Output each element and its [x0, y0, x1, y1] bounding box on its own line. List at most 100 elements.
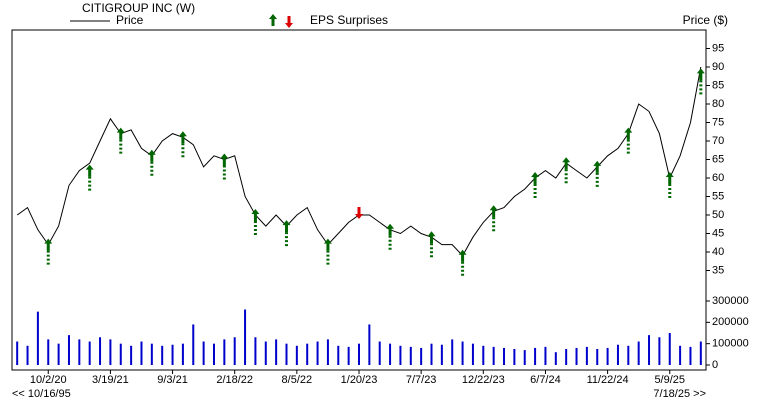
y-tick-label: 60: [712, 172, 724, 184]
eps-up-arrow: [116, 127, 125, 140]
volume-bar: [440, 344, 443, 365]
y-tick-label: 65: [712, 153, 724, 165]
x-tick-label: 9/3/21: [157, 374, 188, 386]
eps-up-arrow: [178, 131, 187, 144]
volume-bar: [16, 341, 19, 365]
volume-bar: [482, 345, 485, 365]
volume-bar: [192, 324, 195, 365]
y2-tick-label: 100000: [712, 338, 749, 350]
volume-bar: [202, 341, 205, 365]
volume-bar: [451, 339, 454, 365]
volume-bar: [57, 343, 60, 365]
legend-label: Price: [116, 13, 144, 27]
volume-bar: [181, 343, 184, 365]
volume-bar: [140, 341, 143, 365]
eps-up-arrow: [386, 223, 395, 236]
eps-up-arrow: [531, 172, 540, 184]
volume-bar: [606, 347, 609, 365]
eps-up-arrow: [427, 231, 436, 244]
volume-bar: [637, 341, 640, 365]
volume-bar: [119, 343, 122, 365]
volume-bar: [212, 343, 215, 365]
y-tick-label: 70: [712, 135, 724, 147]
x-tick-label: 8/5/22: [282, 374, 313, 386]
volume-bar: [523, 350, 526, 365]
volume-bar: [67, 335, 70, 365]
volume-bar: [627, 345, 630, 365]
eps-down-arrow: [355, 207, 363, 219]
volume-bar: [109, 339, 112, 365]
volume-bar: [171, 344, 174, 365]
volume-bar: [347, 346, 350, 365]
volume-bar: [596, 349, 599, 365]
y-tick-label: 45: [712, 227, 724, 239]
volume-bar: [275, 339, 278, 365]
volume-bar: [378, 341, 381, 365]
volume-bar: [223, 339, 226, 365]
volume-bar: [254, 337, 257, 365]
y-tick-label: 50: [712, 209, 724, 221]
volume-bar: [658, 337, 661, 365]
y-tick-label: 85: [712, 79, 724, 91]
axis-label: Price ($): [683, 13, 728, 27]
volume-bar: [399, 345, 402, 365]
y-tick-label: 55: [712, 190, 724, 202]
y-tick-label: 35: [712, 264, 724, 276]
eps-up-arrow: [458, 249, 467, 262]
volume-bar: [689, 346, 692, 365]
volume-bar: [668, 333, 671, 365]
eps-up-arrow: [665, 172, 674, 184]
volume-bar: [295, 345, 298, 365]
eps-up-arrow: [624, 127, 633, 140]
volume-bar: [88, 341, 91, 365]
volume-bar: [47, 339, 50, 365]
y-tick-label: 90: [712, 61, 724, 73]
eps-up-arrow: [489, 205, 498, 218]
eps-up-arrow: [85, 164, 94, 177]
x-tick-label: 7/7/23: [406, 374, 437, 386]
volume-bar: [565, 349, 568, 365]
eps-up-arrow: [220, 153, 229, 166]
volume-bar: [648, 335, 651, 365]
volume-bar: [513, 349, 516, 365]
volume-bar: [420, 347, 423, 365]
chart-title: CITIGROUP INC (W): [82, 1, 195, 15]
volume-bar: [306, 343, 309, 365]
x-tick-label: 2/18/22: [216, 374, 253, 386]
eps-up-arrow: [44, 238, 53, 251]
y-tick-label: 75: [712, 116, 724, 128]
volume-bar: [368, 324, 371, 365]
y-tick-label: 80: [712, 98, 724, 110]
legend-label: EPS Surprises: [310, 13, 388, 27]
eps-up-arrow: [147, 149, 156, 162]
volume-bar: [430, 343, 433, 365]
volume-bar: [244, 309, 247, 365]
eps-up-arrow: [282, 220, 291, 233]
x-tick-label: 11/22/24: [587, 374, 629, 386]
eps-up-arrow: [696, 68, 705, 81]
x-tick-label: 1/20/23: [341, 374, 378, 386]
volume-bar: [554, 352, 557, 365]
y-tick-label: 40: [712, 246, 724, 258]
volume-bar: [544, 346, 547, 365]
volume-bar: [358, 343, 360, 365]
volume-bar: [492, 346, 495, 365]
eps-up-arrow: [593, 160, 602, 173]
volume-bar: [471, 343, 474, 365]
plot-frame: [11, 29, 707, 371]
volume-bar: [616, 344, 619, 365]
volume-bar: [585, 346, 588, 365]
range-start: << 10/16/95: [12, 388, 71, 400]
volume-bar: [285, 343, 288, 365]
legend-up-arrow: [269, 14, 277, 26]
volume-bar: [264, 341, 267, 365]
volume-bar: [99, 337, 102, 365]
x-tick-label: 10/2/20: [30, 374, 67, 386]
legend-down-arrow: [285, 16, 293, 28]
y2-tick-label: 300000: [712, 295, 749, 307]
x-tick-label: 5/9/25: [654, 374, 685, 386]
y-tick-label: 95: [712, 42, 724, 54]
volume-bar: [503, 347, 506, 365]
eps-up-arrow: [251, 209, 260, 221]
